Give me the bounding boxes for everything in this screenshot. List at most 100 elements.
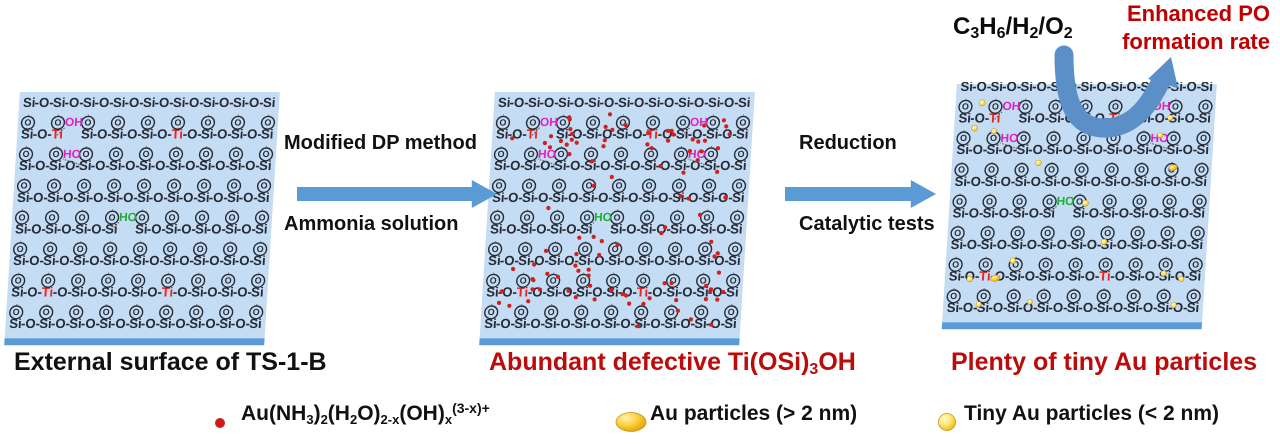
svg-text:-O-: -O- <box>178 190 198 205</box>
svg-text:-O-: -O- <box>627 127 647 142</box>
svg-text:-O-: -O- <box>561 221 581 236</box>
svg-text:-O-: -O- <box>1176 174 1196 189</box>
svg-text:-O-: -O- <box>1088 142 1108 157</box>
svg-text:O: O <box>1072 259 1080 269</box>
svg-text:O: O <box>649 117 657 127</box>
svg-text:-O-: -O- <box>180 158 200 173</box>
svg-text:O: O <box>707 149 715 159</box>
svg-text:O: O <box>108 212 116 222</box>
svg-text:O: O <box>1010 291 1018 301</box>
svg-text:-O-: -O- <box>625 158 645 173</box>
svg-text:O: O <box>194 275 202 285</box>
svg-text:O: O <box>222 307 230 317</box>
svg-text:-O-: -O- <box>509 95 529 110</box>
svg-text:O: O <box>1130 291 1138 301</box>
svg-text:O: O <box>950 291 958 301</box>
svg-text:O: O <box>252 307 260 317</box>
svg-text:-O-: -O- <box>679 253 699 268</box>
svg-text:O: O <box>521 244 529 254</box>
svg-text:O: O <box>72 307 80 317</box>
svg-text:O: O <box>110 181 118 191</box>
svg-text:O: O <box>22 149 30 159</box>
svg-text:O: O <box>192 307 200 317</box>
svg-text:O: O <box>675 181 683 191</box>
svg-text:-O-: -O- <box>677 285 697 300</box>
svg-text:-O-: -O- <box>1082 237 1102 252</box>
svg-text:O: O <box>1074 228 1082 238</box>
svg-text:O: O <box>104 275 112 285</box>
svg-text:-O-: -O- <box>595 158 615 173</box>
svg-text:-O-: -O- <box>689 95 709 110</box>
svg-text:-O-: -O- <box>64 95 84 110</box>
svg-text:-O-: -O- <box>1058 142 1078 157</box>
svg-text:O: O <box>703 212 711 222</box>
svg-text:-O-: -O- <box>148 190 168 205</box>
svg-text:O: O <box>164 275 172 285</box>
svg-text:O: O <box>102 307 110 317</box>
svg-text:O: O <box>551 244 559 254</box>
svg-text:O: O <box>202 149 210 159</box>
svg-text:-O-: -O- <box>182 127 202 142</box>
svg-text:-O-: -O- <box>586 316 606 331</box>
svg-text:O: O <box>196 244 204 254</box>
svg-text:-O-: -O- <box>499 253 519 268</box>
svg-text:-O-: -O- <box>22 285 42 300</box>
svg-text:-O-: -O- <box>1078 300 1098 315</box>
svg-text:-O-: -O- <box>146 221 166 236</box>
svg-text:O: O <box>80 181 88 191</box>
svg-text:-O-: -O- <box>1050 269 1070 284</box>
svg-text:O: O <box>260 181 268 191</box>
svg-text:O: O <box>1166 196 1174 206</box>
svg-text:O: O <box>1048 165 1056 175</box>
svg-text:O: O <box>988 165 996 175</box>
svg-text:-O-: -O- <box>1138 300 1158 315</box>
svg-text:-O-: -O- <box>242 127 262 142</box>
svg-text:-O-: -O- <box>28 190 48 205</box>
svg-text:O: O <box>980 291 988 301</box>
svg-text:O: O <box>517 307 525 317</box>
svg-text:-O-: -O- <box>681 221 701 236</box>
svg-text:HO: HO <box>63 147 82 161</box>
svg-text:O: O <box>18 212 26 222</box>
svg-text:-O-: -O- <box>1116 174 1136 189</box>
svg-text:O: O <box>645 181 653 191</box>
svg-text:-O-: -O- <box>231 316 251 331</box>
svg-text:-O-: -O- <box>141 316 161 331</box>
svg-text:-O-: -O- <box>144 253 164 268</box>
svg-text:O: O <box>952 259 960 269</box>
svg-text:O: O <box>982 259 990 269</box>
svg-text:O: O <box>497 149 505 159</box>
svg-text:-O-: -O- <box>964 205 984 220</box>
svg-text:O: O <box>106 244 114 254</box>
svg-text:-O-: -O- <box>533 190 553 205</box>
svg-text:-O-: -O- <box>1118 142 1138 157</box>
svg-text:-O-: -O- <box>1080 269 1100 284</box>
svg-text:-O-: -O- <box>81 316 101 331</box>
svg-text:-O-: -O- <box>1028 142 1048 157</box>
svg-text:O: O <box>14 275 22 285</box>
svg-text:O: O <box>547 307 555 317</box>
svg-text:O: O <box>1014 228 1022 238</box>
svg-text:O: O <box>132 307 140 317</box>
svg-text:O: O <box>677 149 685 159</box>
svg-text:-O-: -O- <box>1108 300 1128 315</box>
svg-text:-O-: -O- <box>1144 205 1164 220</box>
svg-text:O: O <box>166 244 174 254</box>
svg-text:O: O <box>1042 259 1050 269</box>
svg-text:O: O <box>962 101 970 111</box>
svg-text:O: O <box>1078 165 1086 175</box>
svg-text:-O-: -O- <box>1140 269 1160 284</box>
svg-text:O: O <box>112 149 120 159</box>
svg-text:O: O <box>44 275 52 285</box>
svg-text:O: O <box>617 149 625 159</box>
svg-text:O: O <box>1196 196 1204 206</box>
svg-text:O: O <box>142 149 150 159</box>
svg-text:O: O <box>138 212 146 222</box>
svg-text:HO: HO <box>119 210 138 224</box>
svg-text:O: O <box>956 196 964 206</box>
svg-text:O: O <box>78 212 86 222</box>
svg-text:-O-: -O- <box>565 158 585 173</box>
svg-text:-O-: -O- <box>52 285 72 300</box>
svg-text:O: O <box>1132 259 1140 269</box>
svg-text:O: O <box>228 212 236 222</box>
